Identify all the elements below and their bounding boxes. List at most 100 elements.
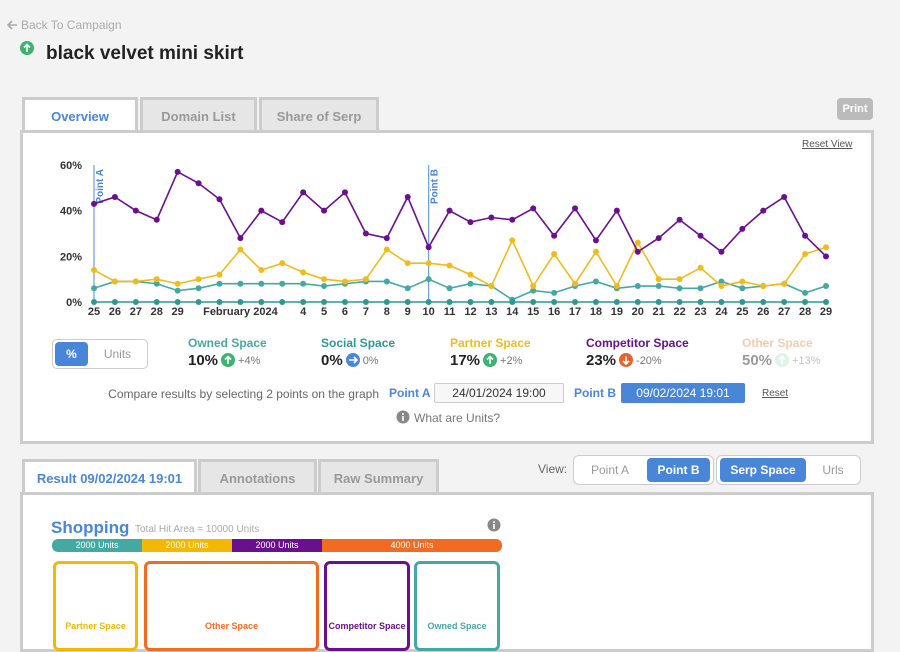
trend-icon [221, 353, 236, 367]
data-point [551, 232, 558, 239]
data-point [718, 278, 725, 285]
data-point [174, 168, 181, 175]
point-a-input[interactable]: 24/01/2024 19:00 [434, 383, 564, 403]
tab[interactable]: Domain List [140, 97, 257, 130]
data-point [634, 248, 641, 255]
data-point [91, 200, 97, 207]
x-tick-label: 26 [757, 306, 769, 318]
data-point [676, 299, 683, 305]
section-title: Shopping [51, 518, 130, 537]
data-point [697, 264, 704, 271]
data-point [760, 283, 767, 290]
tab[interactable]: Annotations [198, 459, 317, 492]
view-serp[interactable]: Serp Space [720, 458, 806, 482]
data-point [425, 276, 432, 283]
trend-icon [619, 353, 634, 367]
space-box [144, 561, 319, 651]
data-point [530, 287, 537, 294]
data-point [823, 299, 829, 305]
data-point [676, 216, 683, 223]
data-point [111, 278, 118, 285]
view-point-a[interactable]: Point A [590, 463, 630, 477]
x-tick-label: 26 [109, 306, 121, 318]
data-point [237, 246, 244, 253]
data-point [634, 299, 641, 305]
data-point [823, 253, 829, 260]
x-tick-label: 25 [88, 306, 100, 318]
x-tick-label: 10 [423, 306, 435, 318]
data-point [111, 193, 118, 200]
reset-link[interactable]: Reset [762, 388, 789, 399]
data-point [572, 280, 579, 287]
data-point [195, 276, 202, 283]
x-tick-label: 4 [300, 306, 307, 318]
data-point [258, 299, 265, 305]
back-link[interactable]: Back To Campaign [21, 18, 122, 32]
space-box-label: Other Space [204, 621, 259, 631]
point-b-label: Point B [574, 386, 616, 400]
data-point [362, 230, 369, 237]
data-point [655, 299, 662, 305]
data-point [781, 299, 788, 305]
data-point [258, 207, 265, 214]
data-point [341, 189, 348, 196]
toggle-units[interactable]: Units [103, 347, 132, 361]
data-point [572, 205, 579, 212]
data-point [153, 299, 160, 305]
tab[interactable]: Result 09/02/2024 19:01 [22, 459, 197, 495]
x-tick-label: February 2024 [203, 306, 278, 318]
view-label: View: [538, 462, 568, 476]
data-point [195, 285, 202, 292]
summary-name: Other Space [742, 336, 813, 350]
data-point [425, 244, 432, 251]
summary-value: 10% [188, 352, 219, 369]
reset-view[interactable]: Reset View [802, 139, 853, 150]
summary-value: 23% [586, 352, 617, 369]
toggle-percent[interactable]: % [55, 342, 88, 366]
page-title: black velvet mini skirt [46, 43, 244, 64]
units-help[interactable]: What are Units? [414, 411, 501, 425]
x-tick-label: 20 [632, 306, 644, 318]
data-point [613, 299, 620, 305]
page: { "header": {"back": "Back To Campaign",… [6, 18, 874, 652]
trend-icon [345, 353, 360, 367]
summary-value: 17% [450, 352, 481, 369]
print-button[interactable]: Print [837, 98, 873, 120]
view-urls[interactable]: Urls [822, 463, 844, 477]
data-point [216, 271, 223, 278]
trend-icon [483, 353, 498, 367]
data-point [572, 299, 579, 305]
summary-change: +13% [792, 355, 821, 367]
back-arrow[interactable] [6, 19, 18, 31]
summary-change: -20% [636, 355, 662, 367]
data-point [341, 299, 348, 305]
data-point [237, 280, 244, 287]
x-tick-label: 29 [820, 306, 832, 318]
data-point [467, 280, 474, 287]
data-point [258, 280, 265, 287]
y-tick-label: 20% [60, 251, 82, 263]
info-icon [487, 518, 501, 532]
space-box [324, 561, 410, 651]
tab[interactable]: Overview [22, 97, 138, 133]
tab[interactable]: Share of Serp [259, 97, 379, 130]
tab[interactable]: Raw Summary [318, 459, 439, 492]
summary-value: 50% [742, 352, 773, 369]
point-b-input[interactable]: 09/02/2024 19:01 [621, 383, 745, 403]
x-tick-label: 9 [405, 306, 411, 318]
data-point [446, 207, 453, 214]
data-point [404, 285, 411, 292]
x-tick-label: 23 [694, 306, 706, 318]
x-tick-label: 5 [321, 306, 327, 318]
data-point [321, 299, 328, 305]
data-point [216, 280, 223, 287]
data-point [446, 262, 453, 269]
x-tick-label: 7 [363, 306, 369, 318]
data-point [404, 299, 411, 305]
data-point [488, 214, 495, 221]
data-point [174, 299, 181, 305]
data-point [404, 193, 411, 200]
x-tick-label: 15 [527, 306, 539, 318]
data-point [739, 225, 746, 232]
view-point-b[interactable]: Point B [647, 458, 710, 482]
